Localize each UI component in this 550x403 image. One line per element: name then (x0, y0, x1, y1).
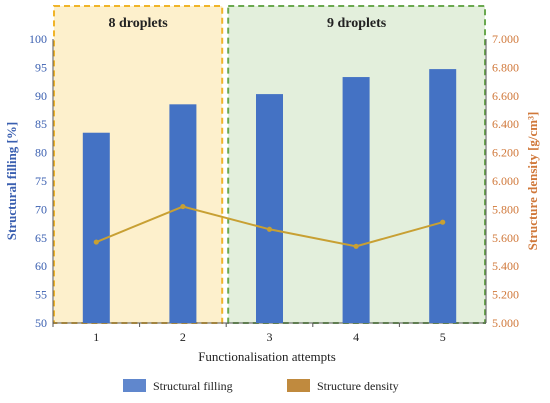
point-structure-density (93, 239, 99, 245)
y-tick-label: 55 (35, 288, 47, 302)
y-tick-label: 75 (35, 174, 47, 188)
y2-axis-title: Structure density [g/cm³] (525, 112, 540, 251)
y2-tick-label: 5.200 (492, 288, 519, 302)
group-label-2: 9 droplets (327, 16, 387, 31)
y2-tick-label: 6.800 (492, 60, 519, 74)
y2-tick-label: 5.000 (492, 316, 519, 330)
group-label-1: 8 droplets (108, 16, 168, 31)
y2-tick-label: 5.600 (492, 231, 519, 245)
y-tick-label: 90 (35, 89, 47, 103)
y-tick-label: 100 (29, 32, 47, 46)
x-tick-label: 2 (180, 330, 186, 344)
axes: 50 55 60 65 70 75 80 85 90 95 100 5.000 5.200 5.400 5.… (29, 32, 519, 344)
y-tick-label: 95 (35, 60, 47, 74)
x-tick-label: 5 (440, 330, 446, 344)
y2-tick-label: 6.000 (492, 174, 519, 188)
x-tick-label: 3 (267, 330, 273, 344)
y-tick-label: 85 (35, 117, 47, 131)
y-tick-label: 60 (35, 259, 47, 273)
point-structure-density (266, 226, 273, 232)
y-tick-label: 70 (35, 202, 47, 216)
point-structure-density (353, 243, 359, 249)
bars (82, 69, 457, 323)
y-tick-label: 65 (35, 231, 47, 245)
legend-label-structure-density: Structure density (317, 379, 399, 393)
x-tick-label: 1 (93, 330, 99, 344)
bar-structural-filling (169, 104, 197, 323)
legend-label-structural-filling: Structural filling (153, 379, 233, 393)
legend-swatch-structural-filling (123, 379, 146, 392)
y2-tick-label: 6.400 (492, 117, 519, 131)
legend: Structural filling Structure density (123, 379, 399, 393)
group-region-1 (53, 5, 224, 324)
y-axis-title: Structural filling [%] (4, 122, 19, 240)
y2-tick-label: 6.200 (492, 146, 519, 160)
x-tick-label: 4 (353, 330, 359, 344)
x-axis-title: Functionalisation attempts (198, 349, 336, 364)
bar-structural-filling (342, 77, 370, 323)
density-line (93, 203, 446, 249)
y-tick-label: 50 (35, 316, 47, 330)
point-structure-density (440, 219, 446, 225)
bar-structural-filling (82, 132, 110, 323)
y2-tick-label: 7.000 (492, 32, 519, 46)
bar-structural-filling (429, 69, 457, 323)
y-tick-label: 80 (35, 146, 47, 160)
point-structure-density (180, 203, 186, 210)
y2-tick-label: 5.400 (492, 259, 519, 273)
y2-tick-label: 5.800 (492, 202, 519, 216)
y2-tick-label: 6.600 (492, 89, 519, 103)
bar-structural-filling (256, 94, 283, 323)
legend-swatch-structure-density (287, 379, 310, 392)
